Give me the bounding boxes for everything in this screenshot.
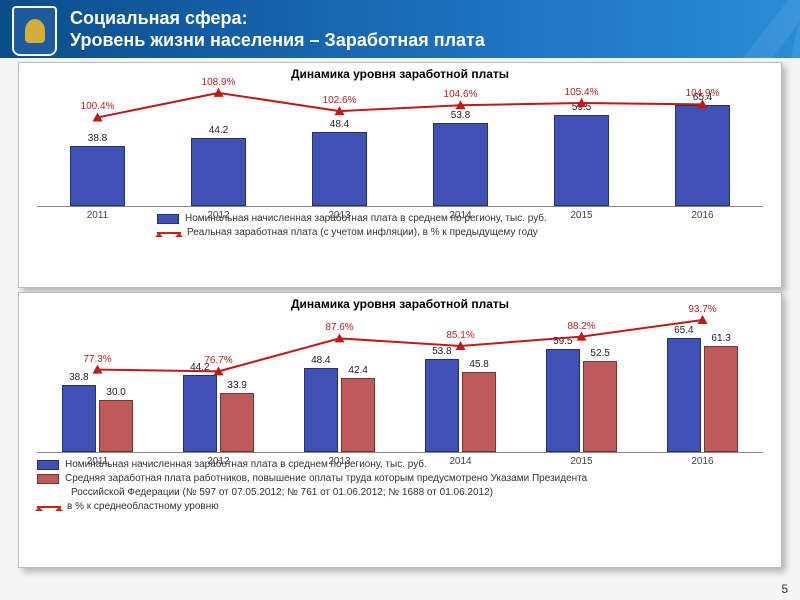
chart1-x-label: 2014 xyxy=(449,210,471,221)
chart1-line-value: 108.9% xyxy=(202,77,236,88)
chart2-bar-value: 61.3 xyxy=(711,333,730,344)
chart1-x-label: 2011 xyxy=(87,210,109,221)
legend-swatch-bar xyxy=(157,214,179,224)
chart2-line-value: 77.3% xyxy=(83,354,111,365)
chart1-plot: 38.8201144.2201248.4201353.8201459.52015… xyxy=(37,83,763,207)
chart2-x-label: 2012 xyxy=(207,456,229,467)
chart2-bar xyxy=(546,349,580,452)
legend-row: Российской Федерации (№ 597 от 07.05.201… xyxy=(37,487,763,498)
chart2-bar-value: 30.0 xyxy=(106,387,125,398)
legend-label: Номинальная начисленная заработная плата… xyxy=(185,213,547,224)
chart2-bar-value: 65.4 xyxy=(674,325,693,336)
chart1-legend: Номинальная начисленная заработная плата… xyxy=(37,213,763,238)
legend-label: Российской Федерации (№ 597 от 07.05.201… xyxy=(71,487,493,498)
chart2-panel: Динамика уровня заработной платы 38.8 30.… xyxy=(18,292,782,568)
chart2-line-value: 93.7% xyxy=(688,304,716,315)
chart2-bar-value: 42.4 xyxy=(348,365,367,376)
chart1-line-value: 100.4% xyxy=(81,101,115,112)
legend-row: в % к среднеобластному уровню xyxy=(37,501,763,512)
chart2-bar-value: 48.4 xyxy=(311,355,330,366)
page-header: Социальная сфера: Уровень жизни населени… xyxy=(0,0,800,58)
chart2-legend: Номинальная начисленная заработная плата… xyxy=(37,459,763,512)
title-line1: Социальная сфера: xyxy=(70,8,788,30)
chart1-bar xyxy=(675,105,729,206)
chart2-line-value: 85.1% xyxy=(446,330,474,341)
chart2-line-value: 87.6% xyxy=(325,322,353,333)
chart2-bar-value: 59.5 xyxy=(553,336,572,347)
chart2-bar xyxy=(425,359,459,452)
chart1-line-value: 104.6% xyxy=(444,89,478,100)
chart2-bar xyxy=(183,375,217,452)
chart1-line-value: 105.4% xyxy=(565,87,599,98)
chart1-line-value: 104.9% xyxy=(686,88,720,99)
chart2-line-value: 76.7% xyxy=(204,355,232,366)
chart2-x-label: 2016 xyxy=(691,456,713,467)
chart1-bar-value: 59.5 xyxy=(572,102,591,113)
legend-row: Реальная заработная плата (с учетом инфл… xyxy=(157,227,763,238)
chart1-bar-value: 53.8 xyxy=(451,110,470,121)
chart2-bar-value: 33.9 xyxy=(227,380,246,391)
chart1-panel: Динамика уровня заработной платы 38.8201… xyxy=(18,62,782,288)
chart2-bar-value: 52.5 xyxy=(590,348,609,359)
chart1-bar xyxy=(312,132,366,206)
chart2-x-label: 2015 xyxy=(570,456,592,467)
chart1-bar xyxy=(191,138,245,206)
chart2-bar xyxy=(667,338,701,452)
chart1-x-label: 2012 xyxy=(207,210,229,221)
chart1-bar-value: 44.2 xyxy=(209,125,228,136)
chart2-bar xyxy=(220,393,254,452)
chart1-bar xyxy=(70,146,124,206)
chart1-bar xyxy=(433,123,487,206)
chart2-bar-value: 45.8 xyxy=(469,359,488,370)
chart2-bar xyxy=(62,385,96,452)
chart1-x-label: 2016 xyxy=(691,210,713,221)
chart2-title: Динамика уровня заработной платы xyxy=(29,297,771,311)
chart2-x-label: 2014 xyxy=(449,456,471,467)
chart1-line-value: 102.6% xyxy=(323,95,357,106)
chart1-bar-value: 48.4 xyxy=(330,119,349,130)
legend-swatch-line xyxy=(157,232,181,234)
legend-swatch-bar xyxy=(37,460,59,470)
chart2-plot: 38.830.0201144.233.9201248.442.4201353.8… xyxy=(37,313,763,453)
legend-row: Номинальная начисленная заработная плата… xyxy=(37,459,763,470)
page-number: 5 xyxy=(781,582,788,596)
chart2-bar-value: 38.8 xyxy=(69,372,88,383)
legend-swatch-bar xyxy=(37,474,59,484)
region-logo xyxy=(12,6,57,56)
chart2-bar xyxy=(583,361,617,452)
chart2-bar-value: 53.8 xyxy=(432,346,451,357)
legend-label: Средняя заработная плата работников, пов… xyxy=(65,473,587,484)
legend-swatch-line xyxy=(37,506,61,508)
chart2-x-label: 2011 xyxy=(87,456,109,467)
chart1-bar xyxy=(554,115,608,206)
chart2-bar xyxy=(99,400,133,452)
chart2-bar xyxy=(462,372,496,452)
chart1-title: Динамика уровня заработной платы xyxy=(29,67,771,81)
chart2-x-label: 2013 xyxy=(328,456,350,467)
chart2-bar xyxy=(304,368,338,452)
chart1-x-label: 2015 xyxy=(570,210,592,221)
chart2-line-value: 88.2% xyxy=(567,321,595,332)
legend-label: в % к среднеобластному уровню xyxy=(67,501,219,512)
legend-label: Реальная заработная плата (с учетом инфл… xyxy=(187,227,538,238)
chart1-x-label: 2013 xyxy=(328,210,350,221)
chart2-bar xyxy=(704,346,738,453)
chart2-bar xyxy=(341,378,375,452)
legend-label: Номинальная начисленная заработная плата… xyxy=(65,459,427,470)
legend-row: Средняя заработная плата работников, пов… xyxy=(37,473,763,484)
title-line2: Уровень жизни населения – Заработная пла… xyxy=(70,30,788,52)
chart1-bar-value: 38.8 xyxy=(88,133,107,144)
